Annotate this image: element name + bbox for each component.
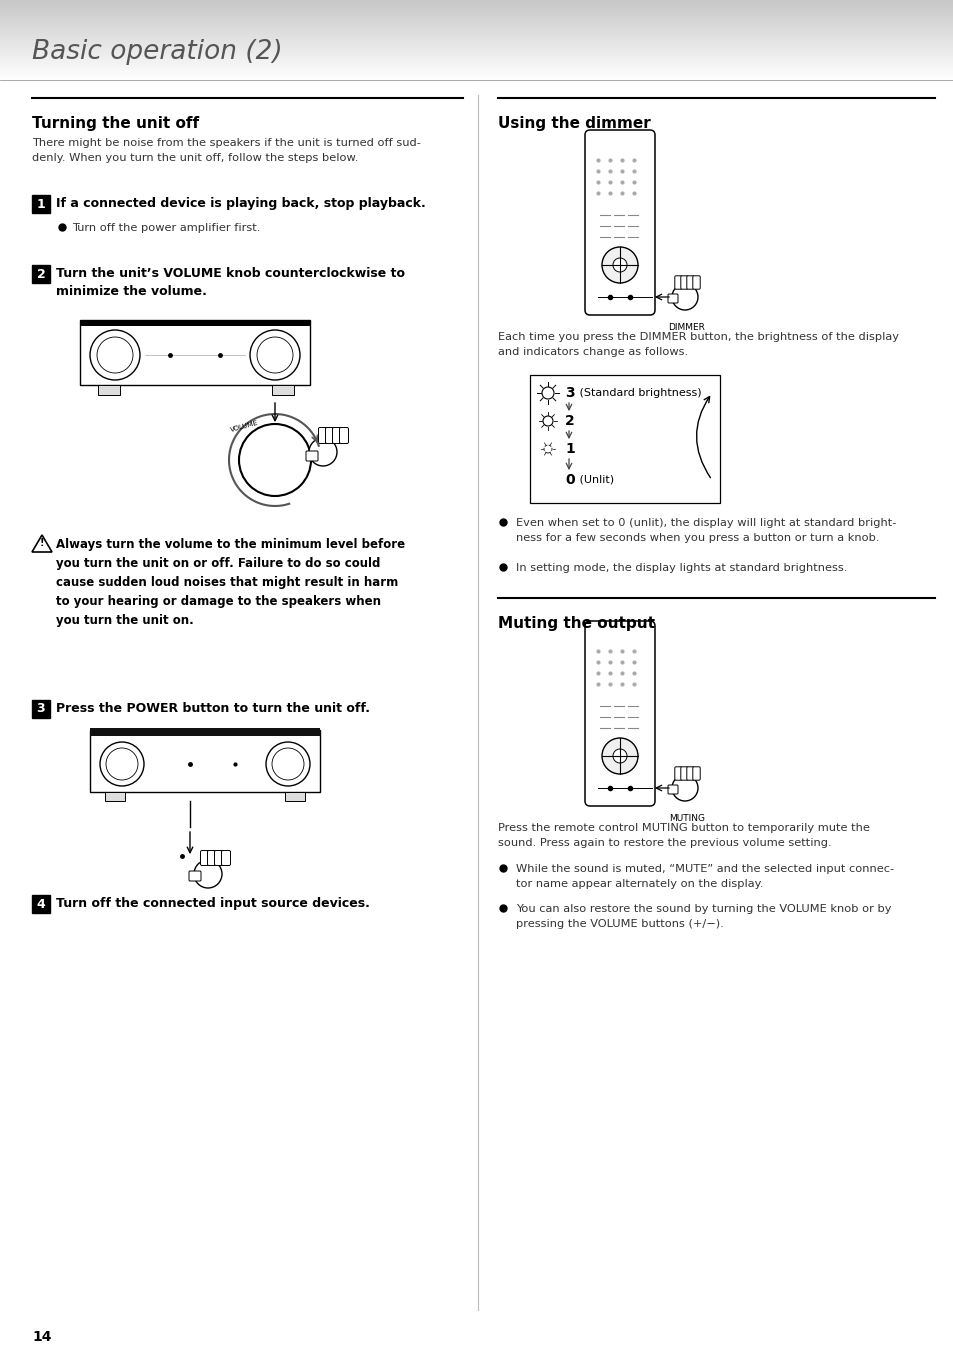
Bar <box>530 375 720 504</box>
Text: Press the POWER button to turn the unit off.: Press the POWER button to turn the unit … <box>56 702 370 716</box>
Text: 4: 4 <box>36 898 46 910</box>
Text: !: ! <box>40 539 44 548</box>
FancyBboxPatch shape <box>200 850 210 865</box>
FancyBboxPatch shape <box>686 275 694 289</box>
Text: Turn off the power amplifier first.: Turn off the power amplifier first. <box>71 223 260 234</box>
Circle shape <box>671 284 698 310</box>
Circle shape <box>193 860 222 888</box>
Circle shape <box>309 437 336 466</box>
FancyBboxPatch shape <box>667 294 678 302</box>
Bar <box>285 792 305 801</box>
Text: You can also restore the sound by turning the VOLUME knob or by
pressing the VOL: You can also restore the sound by turnin… <box>516 904 890 929</box>
Text: 1: 1 <box>36 197 46 211</box>
Text: Turning the unit off: Turning the unit off <box>32 116 199 131</box>
Bar <box>98 385 120 396</box>
FancyBboxPatch shape <box>680 275 687 289</box>
FancyBboxPatch shape <box>674 275 681 289</box>
Text: Basic operation (2): Basic operation (2) <box>32 39 282 65</box>
Text: Each time you press the DIMMER button, the brightness of the display
and indicat: Each time you press the DIMMER button, t… <box>497 332 898 356</box>
FancyBboxPatch shape <box>686 767 694 780</box>
Text: Turn the unit’s VOLUME knob counterclockwise to
minimize the volume.: Turn the unit’s VOLUME knob counterclock… <box>56 267 405 298</box>
Text: 0: 0 <box>564 472 574 487</box>
FancyBboxPatch shape <box>674 767 681 780</box>
Text: While the sound is muted, “MUTE” and the selected input connec-
tor name appear : While the sound is muted, “MUTE” and the… <box>516 864 893 888</box>
FancyBboxPatch shape <box>339 428 348 444</box>
FancyBboxPatch shape <box>80 320 310 385</box>
Circle shape <box>601 738 638 774</box>
Text: Using the dimmer: Using the dimmer <box>497 116 650 131</box>
Text: Turn off the connected input source devices.: Turn off the connected input source devi… <box>56 896 370 910</box>
Text: (Unlit): (Unlit) <box>576 475 614 485</box>
Circle shape <box>601 247 638 284</box>
FancyBboxPatch shape <box>306 451 317 460</box>
Circle shape <box>671 775 698 801</box>
FancyBboxPatch shape <box>667 784 678 794</box>
Polygon shape <box>32 535 52 552</box>
Text: There might be noise from the speakers if the unit is turned off sud-
denly. Whe: There might be noise from the speakers i… <box>32 138 420 163</box>
FancyBboxPatch shape <box>189 871 201 882</box>
FancyBboxPatch shape <box>214 850 223 865</box>
Text: Always turn the volume to the minimum level before
you turn the unit on or off. : Always turn the volume to the minimum le… <box>56 539 405 626</box>
FancyBboxPatch shape <box>584 130 655 315</box>
Bar <box>80 320 310 325</box>
Bar <box>90 728 319 736</box>
Text: If a connected device is playing back, stop playback.: If a connected device is playing back, s… <box>56 197 425 211</box>
Circle shape <box>613 258 626 271</box>
FancyBboxPatch shape <box>221 850 231 865</box>
FancyBboxPatch shape <box>90 730 319 792</box>
FancyBboxPatch shape <box>584 621 655 806</box>
Circle shape <box>613 749 626 763</box>
FancyBboxPatch shape <box>692 275 700 289</box>
Text: Even when set to 0 (unlit), the display will light at standard bright-
ness for : Even when set to 0 (unlit), the display … <box>516 518 896 543</box>
Bar <box>32 265 50 284</box>
Text: Muting the output: Muting the output <box>497 616 655 630</box>
Bar <box>272 385 294 396</box>
Bar <box>32 701 50 718</box>
Text: 1: 1 <box>564 441 574 456</box>
Text: 3: 3 <box>36 702 45 716</box>
FancyBboxPatch shape <box>208 850 216 865</box>
Text: 3: 3 <box>564 386 574 400</box>
Bar <box>32 895 50 913</box>
Text: MUTING: MUTING <box>668 814 704 824</box>
Text: (Standard brightness): (Standard brightness) <box>576 387 700 398</box>
FancyBboxPatch shape <box>692 767 700 780</box>
Text: 2: 2 <box>36 267 46 281</box>
Text: 14: 14 <box>32 1330 51 1345</box>
Text: In setting mode, the display lights at standard brightness.: In setting mode, the display lights at s… <box>516 563 846 572</box>
Text: DIMMER: DIMMER <box>668 323 704 332</box>
FancyBboxPatch shape <box>680 767 687 780</box>
Bar <box>32 194 50 213</box>
Text: 2: 2 <box>564 414 574 428</box>
FancyBboxPatch shape <box>325 428 335 444</box>
Text: VOLUME: VOLUME <box>230 420 259 433</box>
FancyBboxPatch shape <box>333 428 341 444</box>
FancyBboxPatch shape <box>318 428 327 444</box>
Bar <box>105 792 125 801</box>
Text: Press the remote control MUTING button to temporarily mute the
sound. Press agai: Press the remote control MUTING button t… <box>497 824 869 848</box>
